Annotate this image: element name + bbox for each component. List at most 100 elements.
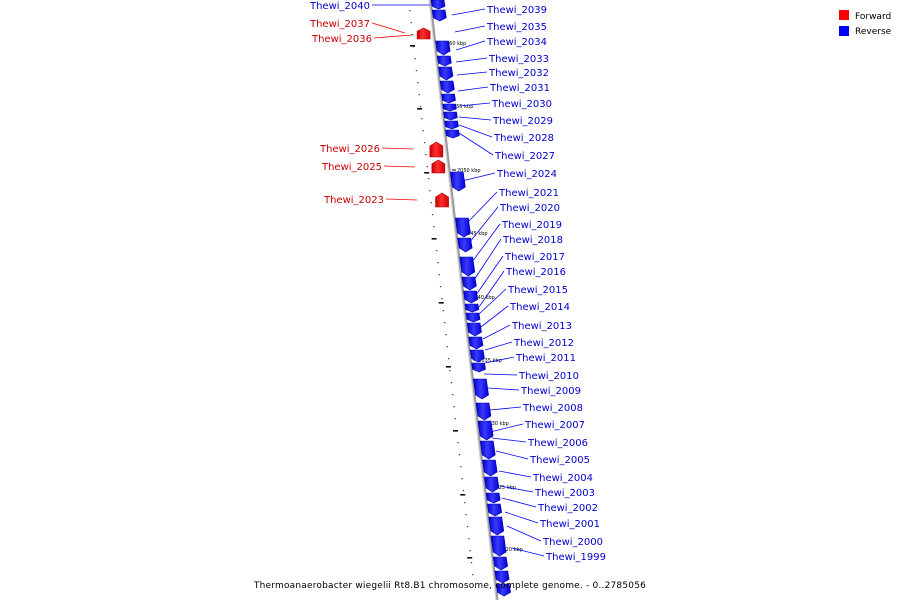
reverse-gene-label[interactable]: Thewi_2018 — [502, 235, 563, 246]
label-leaders — [371, 4, 545, 557]
reverse-gene-label[interactable]: Thewi_2019 — [501, 220, 562, 231]
reverse-gene-label[interactable]: Thewi_2013 — [511, 321, 572, 332]
reverse-gene-feature — [449, 171, 466, 192]
reverse-label-leader — [498, 470, 532, 478]
forward-gene-label[interactable]: Thewi_2026 — [319, 144, 380, 155]
reverse-gene-feature — [465, 312, 481, 323]
reverse-gene-label[interactable]: Thewi_2010 — [518, 371, 579, 382]
forward-label-leader — [371, 22, 406, 34]
reverse-gene-label[interactable]: Thewi_2039 — [486, 5, 547, 16]
reverse-label-leader — [487, 387, 520, 391]
reverse-gene-label[interactable]: Thewi_2016 — [505, 267, 566, 278]
minor-dot — [466, 526, 469, 528]
minor-dot — [468, 538, 470, 540]
minor-dot — [414, 58, 416, 60]
reverse-gene-label[interactable]: Thewi_2001 — [539, 519, 600, 530]
reverse-gene-feature — [472, 378, 489, 400]
reverse-gene-feature — [455, 217, 471, 238]
minor-dot — [448, 358, 450, 360]
reverse-gene-label[interactable]: Thewi_2007 — [524, 420, 585, 431]
major-dash — [438, 302, 444, 304]
major-dash — [453, 430, 458, 432]
reverse-label-leader — [467, 191, 498, 223]
forward-gene-label[interactable]: Thewi_2025 — [321, 162, 382, 173]
reverse-gene-feature — [483, 476, 500, 493]
reverse-label-leader — [473, 238, 502, 281]
forward-gene-label[interactable]: Thewi_2023 — [323, 195, 384, 206]
reverse-gene-feature — [469, 349, 485, 363]
minor-dot — [441, 298, 443, 300]
reverse-gene-label[interactable]: Thewi_2000 — [542, 537, 603, 548]
reverse-gene-label[interactable]: Thewi_2004 — [532, 473, 593, 484]
reverse-gene-label[interactable]: Thewi_2008 — [522, 403, 583, 414]
minor-dot — [472, 574, 474, 576]
major-dash — [445, 366, 451, 368]
reverse-gene-label[interactable]: Thewi_2003 — [534, 488, 595, 499]
reverse-gene-label[interactable]: Thewi_2011 — [515, 353, 576, 364]
reverse-gene-label[interactable]: Thewi_2034 — [486, 37, 547, 48]
major-dash — [460, 494, 466, 496]
reverse-gene-feature — [463, 290, 479, 304]
legend-forward-swatch — [839, 10, 849, 20]
reverse-gene-feature — [485, 492, 501, 504]
reverse-gene-feature — [488, 516, 505, 536]
reverse-gene-label[interactable]: Thewi_2005 — [529, 455, 590, 466]
reverse-gene-label[interactable]: Thewi_2020 — [499, 203, 560, 214]
forward-gene-label[interactable]: Thewi_2040 — [309, 1, 370, 12]
minor-dot — [445, 334, 447, 336]
reverse-gene-label[interactable]: Thewi_2028 — [493, 133, 554, 144]
major-dash — [431, 238, 437, 240]
reverse-label-leader — [495, 450, 529, 460]
reverse-label-leader — [461, 172, 496, 182]
reverse-gene-label[interactable]: Thewi_1999 — [545, 552, 606, 563]
minor-dot — [446, 346, 448, 348]
tick-label: 2035 kbp — [478, 358, 502, 364]
reverse-gene-feature — [435, 40, 451, 56]
forward-gene-feature — [435, 192, 449, 208]
reverse-gene-label[interactable]: Thewi_2029 — [492, 116, 553, 127]
reverse-gene-label[interactable]: Thewi_2031 — [489, 83, 550, 94]
minor-dot — [418, 94, 420, 96]
reverse-label-leader — [455, 40, 486, 51]
forward-gene-label[interactable]: Thewi_2037 — [309, 19, 370, 30]
reverse-label-leader — [483, 373, 518, 376]
legend: Forward Reverse — [839, 10, 892, 37]
genome-caption: Thermoanaerobacter wiegelii Rt8.B1 chrom… — [253, 581, 646, 591]
reverse-gene-feature — [477, 420, 494, 441]
reverse-gene-label[interactable]: Thewi_2009 — [520, 386, 581, 397]
reverse-gene-label[interactable]: Thewi_2032 — [488, 68, 549, 79]
reverse-gene-label[interactable]: Thewi_2015 — [507, 285, 568, 296]
reverse-label-leader — [489, 423, 524, 433]
reverse-label-leader — [506, 525, 542, 542]
reverse-label-leader — [468, 206, 499, 244]
forward-label-leader — [383, 165, 416, 168]
minor-dot — [427, 178, 430, 180]
reverse-gene-label[interactable]: Thewi_2030 — [491, 99, 552, 110]
reverse-gene-label[interactable]: Thewi_2033 — [488, 54, 549, 65]
minor-dot — [437, 262, 439, 264]
reverse-gene-label[interactable]: Thewi_2006 — [527, 438, 588, 449]
reverse-label-leader — [456, 71, 488, 76]
reverse-label-leader — [478, 270, 505, 308]
reverse-gene-feature — [495, 583, 511, 597]
reverse-gene-label[interactable]: Thewi_2024 — [496, 169, 557, 180]
legend-forward-label: Forward — [855, 12, 891, 22]
reverse-gene-label[interactable]: Thewi_2012 — [513, 338, 574, 349]
reverse-gene-label[interactable]: Thewi_2035 — [486, 22, 547, 33]
minor-dot — [419, 106, 422, 108]
tick-label: 2040 kbp — [471, 295, 495, 301]
reverse-gene-label[interactable]: Thewi_2027 — [494, 151, 555, 162]
forward-gene-label[interactable]: Thewi_2036 — [311, 34, 372, 45]
reverse-gene-label[interactable]: Thewi_2002 — [537, 503, 598, 514]
minor-dot — [470, 562, 473, 564]
reverse-gene-label[interactable]: Thewi_2014 — [509, 302, 570, 313]
reverse-label-leader — [451, 8, 486, 16]
reverse-label-leader — [458, 124, 493, 138]
reverse-gene-label[interactable]: Thewi_2021 — [498, 188, 559, 199]
reverse-label-leader — [454, 25, 486, 33]
major-dash — [417, 108, 423, 110]
reverse-gene-label[interactable]: Thewi_2017 — [504, 252, 565, 263]
minor-dot — [415, 70, 418, 72]
reverse-label-leader — [475, 255, 504, 296]
